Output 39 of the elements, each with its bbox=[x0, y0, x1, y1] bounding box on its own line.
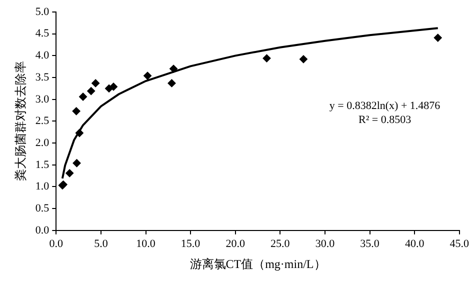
y-axis-title: 粪大肠菌群对数去除率 bbox=[13, 61, 28, 182]
point bbox=[72, 159, 81, 168]
x-axis-title: 游离氯CT值（mg·min/L） bbox=[190, 256, 326, 271]
point bbox=[75, 128, 84, 137]
point bbox=[170, 64, 178, 73]
y-tick-label: 2.0 bbox=[35, 136, 50, 149]
point bbox=[110, 82, 118, 91]
point bbox=[87, 87, 96, 96]
point bbox=[144, 72, 152, 80]
point bbox=[262, 54, 271, 62]
annotation: y = 0.8382ln(x) + 1.4876 bbox=[329, 100, 441, 112]
annotation: R² = 0.8503 bbox=[358, 114, 412, 126]
y-tick-label: 3.5 bbox=[35, 71, 50, 84]
point bbox=[168, 79, 176, 88]
x-tick-label: 15.0 bbox=[180, 238, 201, 250]
y-tick-label: 5.0 bbox=[35, 6, 50, 18]
x-tick-label: 30.0 bbox=[315, 238, 336, 250]
y-tick-label: 3.0 bbox=[35, 93, 50, 106]
y-tick-label: 1.5 bbox=[35, 158, 50, 171]
point bbox=[92, 79, 100, 88]
x-tick-label: 20.0 bbox=[226, 238, 246, 250]
x-tick-label: 0.0 bbox=[49, 238, 64, 250]
y-tick-label: 0.5 bbox=[35, 202, 50, 214]
y-tick-label: 1.0 bbox=[35, 180, 50, 193]
y-tick-label: 0.0 bbox=[35, 224, 50, 236]
x-tick-label: 25.0 bbox=[270, 238, 290, 250]
point bbox=[299, 55, 308, 64]
x-tick-label: 5.0 bbox=[94, 238, 108, 250]
point bbox=[79, 92, 88, 101]
y-tick-label: 4.5 bbox=[35, 28, 50, 40]
x-tick-label: 35.0 bbox=[360, 238, 380, 250]
point bbox=[434, 34, 442, 42]
x-tick-label: 45.0 bbox=[450, 238, 470, 250]
x-tick-label: 40.0 bbox=[404, 238, 425, 250]
y-tick-label: 4.0 bbox=[35, 50, 50, 62]
point bbox=[66, 169, 74, 178]
x-tick-label: 10.0 bbox=[136, 238, 156, 250]
point bbox=[72, 107, 80, 116]
y-tick-label: 2.5 bbox=[35, 115, 50, 128]
